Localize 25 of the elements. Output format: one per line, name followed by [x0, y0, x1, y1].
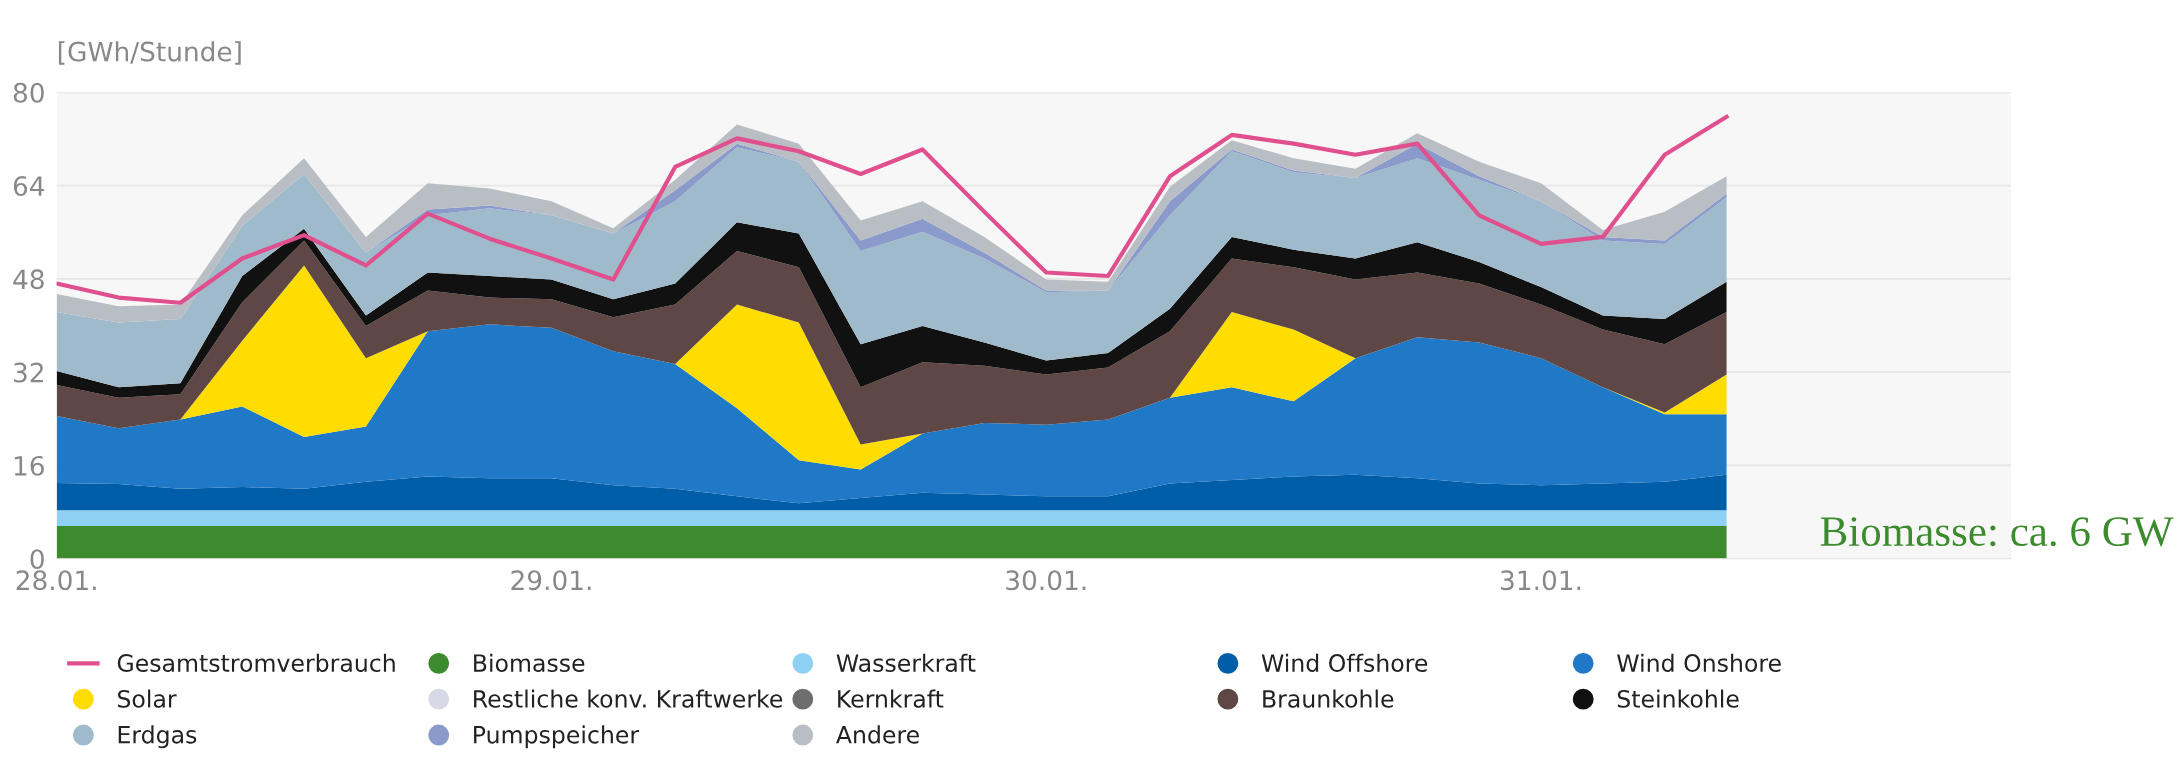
x-tick-label: 29.01.	[511, 570, 591, 591]
legend-label: Andere	[836, 725, 919, 744]
legend-label: Braunkohle	[1263, 689, 1394, 708]
legend-label: Restliche konv. Kraftwerke	[474, 689, 783, 708]
y-axis-title: [GWh/Stunde]	[58, 41, 241, 65]
y-tick-label: 48	[13, 269, 44, 290]
x-tick-label: 30.01.	[1006, 570, 1086, 591]
legend-label: Steinkohle	[1617, 689, 1739, 708]
y-tick-label: 16	[14, 455, 44, 476]
y-tick-label: 64	[13, 176, 45, 197]
y-tick-label: 80	[13, 82, 44, 103]
legend-label: Biomasse	[474, 653, 585, 672]
y-tick-label: 0	[30, 549, 44, 570]
x-tick-label: 31.01.	[1501, 570, 1581, 591]
legend-label: Wind Onshore	[1617, 653, 1781, 672]
x-tick-label: 28.01.	[16, 570, 96, 591]
y-tick-label: 32	[14, 362, 43, 383]
legend-label: Gesamtstromverbrauch	[117, 653, 395, 672]
legend-label: Pumpspeicher	[474, 725, 640, 749]
legend-label: Erdgas	[118, 725, 197, 749]
legend-label: Kernkraft	[838, 689, 944, 708]
legend-label: Wasserkraft	[836, 653, 976, 672]
legend-label: Solar	[117, 689, 177, 708]
legend-label: Wind Offshore	[1261, 653, 1428, 672]
annotation: Biomasse: ca. 6 GW	[1820, 517, 2174, 547]
